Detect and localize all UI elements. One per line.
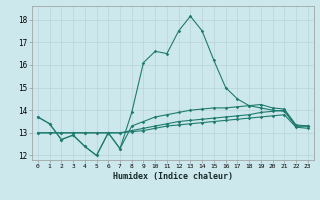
X-axis label: Humidex (Indice chaleur): Humidex (Indice chaleur) bbox=[113, 172, 233, 181]
